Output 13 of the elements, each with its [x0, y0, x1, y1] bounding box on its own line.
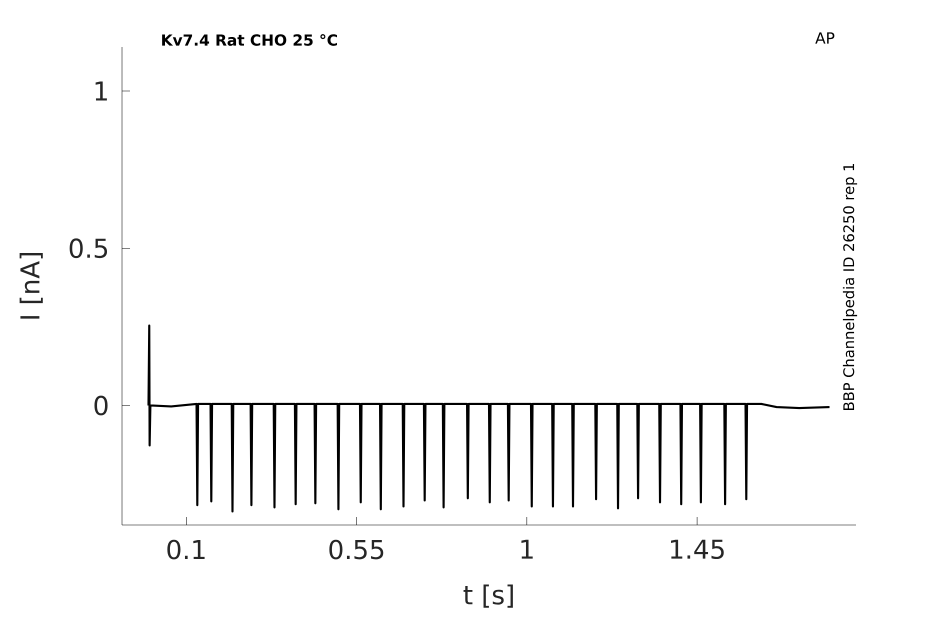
x-tick-label: 1 [521, 540, 533, 559]
x-axis-title: t [s] [464, 584, 513, 608]
x-tick-label: 1.45 [671, 540, 724, 560]
annotation: BBP Channelpedia ID 26250 rep 1 [842, 164, 858, 410]
chart-title: Kv7.4 Rat CHO 25 °C [162, 34, 337, 46]
y-tick-label: 0.5 [70, 238, 108, 258]
y-tick-label: 0 [94, 396, 108, 416]
x-tick-label: 0.55 [329, 540, 384, 560]
y-axis-title: I [nA] [20, 253, 43, 319]
x-tick-label: 0.1 [167, 540, 205, 560]
y-tick-label: 1 [96, 82, 107, 100]
line-series [147, 324, 831, 513]
text: AP [815, 32, 834, 44]
